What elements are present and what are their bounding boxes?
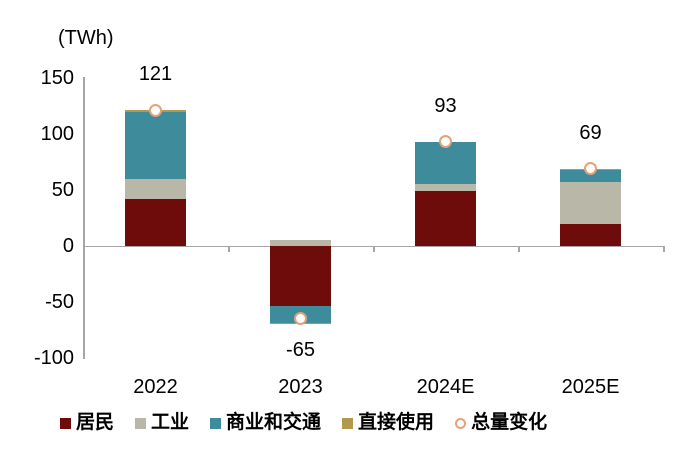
x-category-label: 2024E [416, 376, 475, 398]
bar-segment [560, 182, 621, 224]
x-category-label: 2023 [278, 376, 323, 398]
legend-square-swatch [342, 417, 354, 429]
axis-unit-label: (TWh) [58, 27, 114, 49]
legend-item: 居民 [60, 412, 114, 434]
legend-item-label: 直接使用 [358, 412, 435, 433]
legend-item: 直接使用 [342, 412, 434, 434]
legend-item-label: 居民 [76, 412, 115, 433]
legend-item-label: 工业 [151, 412, 190, 433]
bar-segment [560, 169, 621, 183]
zero-baseline [83, 245, 665, 247]
legend-circle-swatch [455, 417, 467, 429]
total-change-marker [584, 162, 597, 176]
y-tick-label: 100 [40, 123, 74, 145]
x-tick [518, 247, 520, 252]
total-change-marker [149, 103, 162, 117]
total-change-marker [439, 135, 452, 149]
bar-segment [270, 240, 331, 246]
y-tick-label: 0 [62, 235, 74, 257]
legend-item: 总量变化 [455, 412, 547, 434]
legend-item-label: 总量变化 [471, 412, 548, 433]
total-value-label: 121 [138, 63, 173, 86]
legend: 居民 工业 商业和交通 直接使用 总量变化 [60, 412, 547, 434]
legend-item: 工业 [135, 412, 189, 434]
bar-segment [560, 223, 621, 246]
legend-item-label: 商业和交通 [226, 412, 322, 433]
bar-segment [415, 184, 476, 192]
x-tick [663, 247, 665, 252]
legend-square-swatch [60, 417, 71, 429]
bar-segment [415, 141, 476, 185]
y-tick-label: 50 [51, 179, 74, 201]
total-value-label: 69 [579, 121, 602, 144]
x-category-label: 2025E [561, 376, 620, 398]
legend-square-swatch [210, 417, 222, 429]
x-category-label: 2022 [133, 376, 178, 398]
bar-segment [415, 191, 476, 246]
total-value-label: -65 [286, 339, 315, 362]
total-value-label: 93 [434, 94, 457, 117]
bar-segment [270, 246, 331, 307]
bar-segment [125, 198, 186, 246]
legend-square-swatch [135, 417, 147, 429]
y-tick-label: -50 [45, 291, 74, 313]
y-tick-label: -100 [33, 347, 74, 369]
x-tick [373, 247, 375, 252]
y-tick-label: 150 [40, 67, 74, 89]
x-tick [228, 247, 230, 252]
y-axis-line [83, 77, 85, 359]
bar-segment [125, 178, 186, 199]
total-change-marker [294, 312, 307, 326]
legend-item: 商业和交通 [210, 412, 321, 434]
bar-segment [125, 111, 186, 179]
